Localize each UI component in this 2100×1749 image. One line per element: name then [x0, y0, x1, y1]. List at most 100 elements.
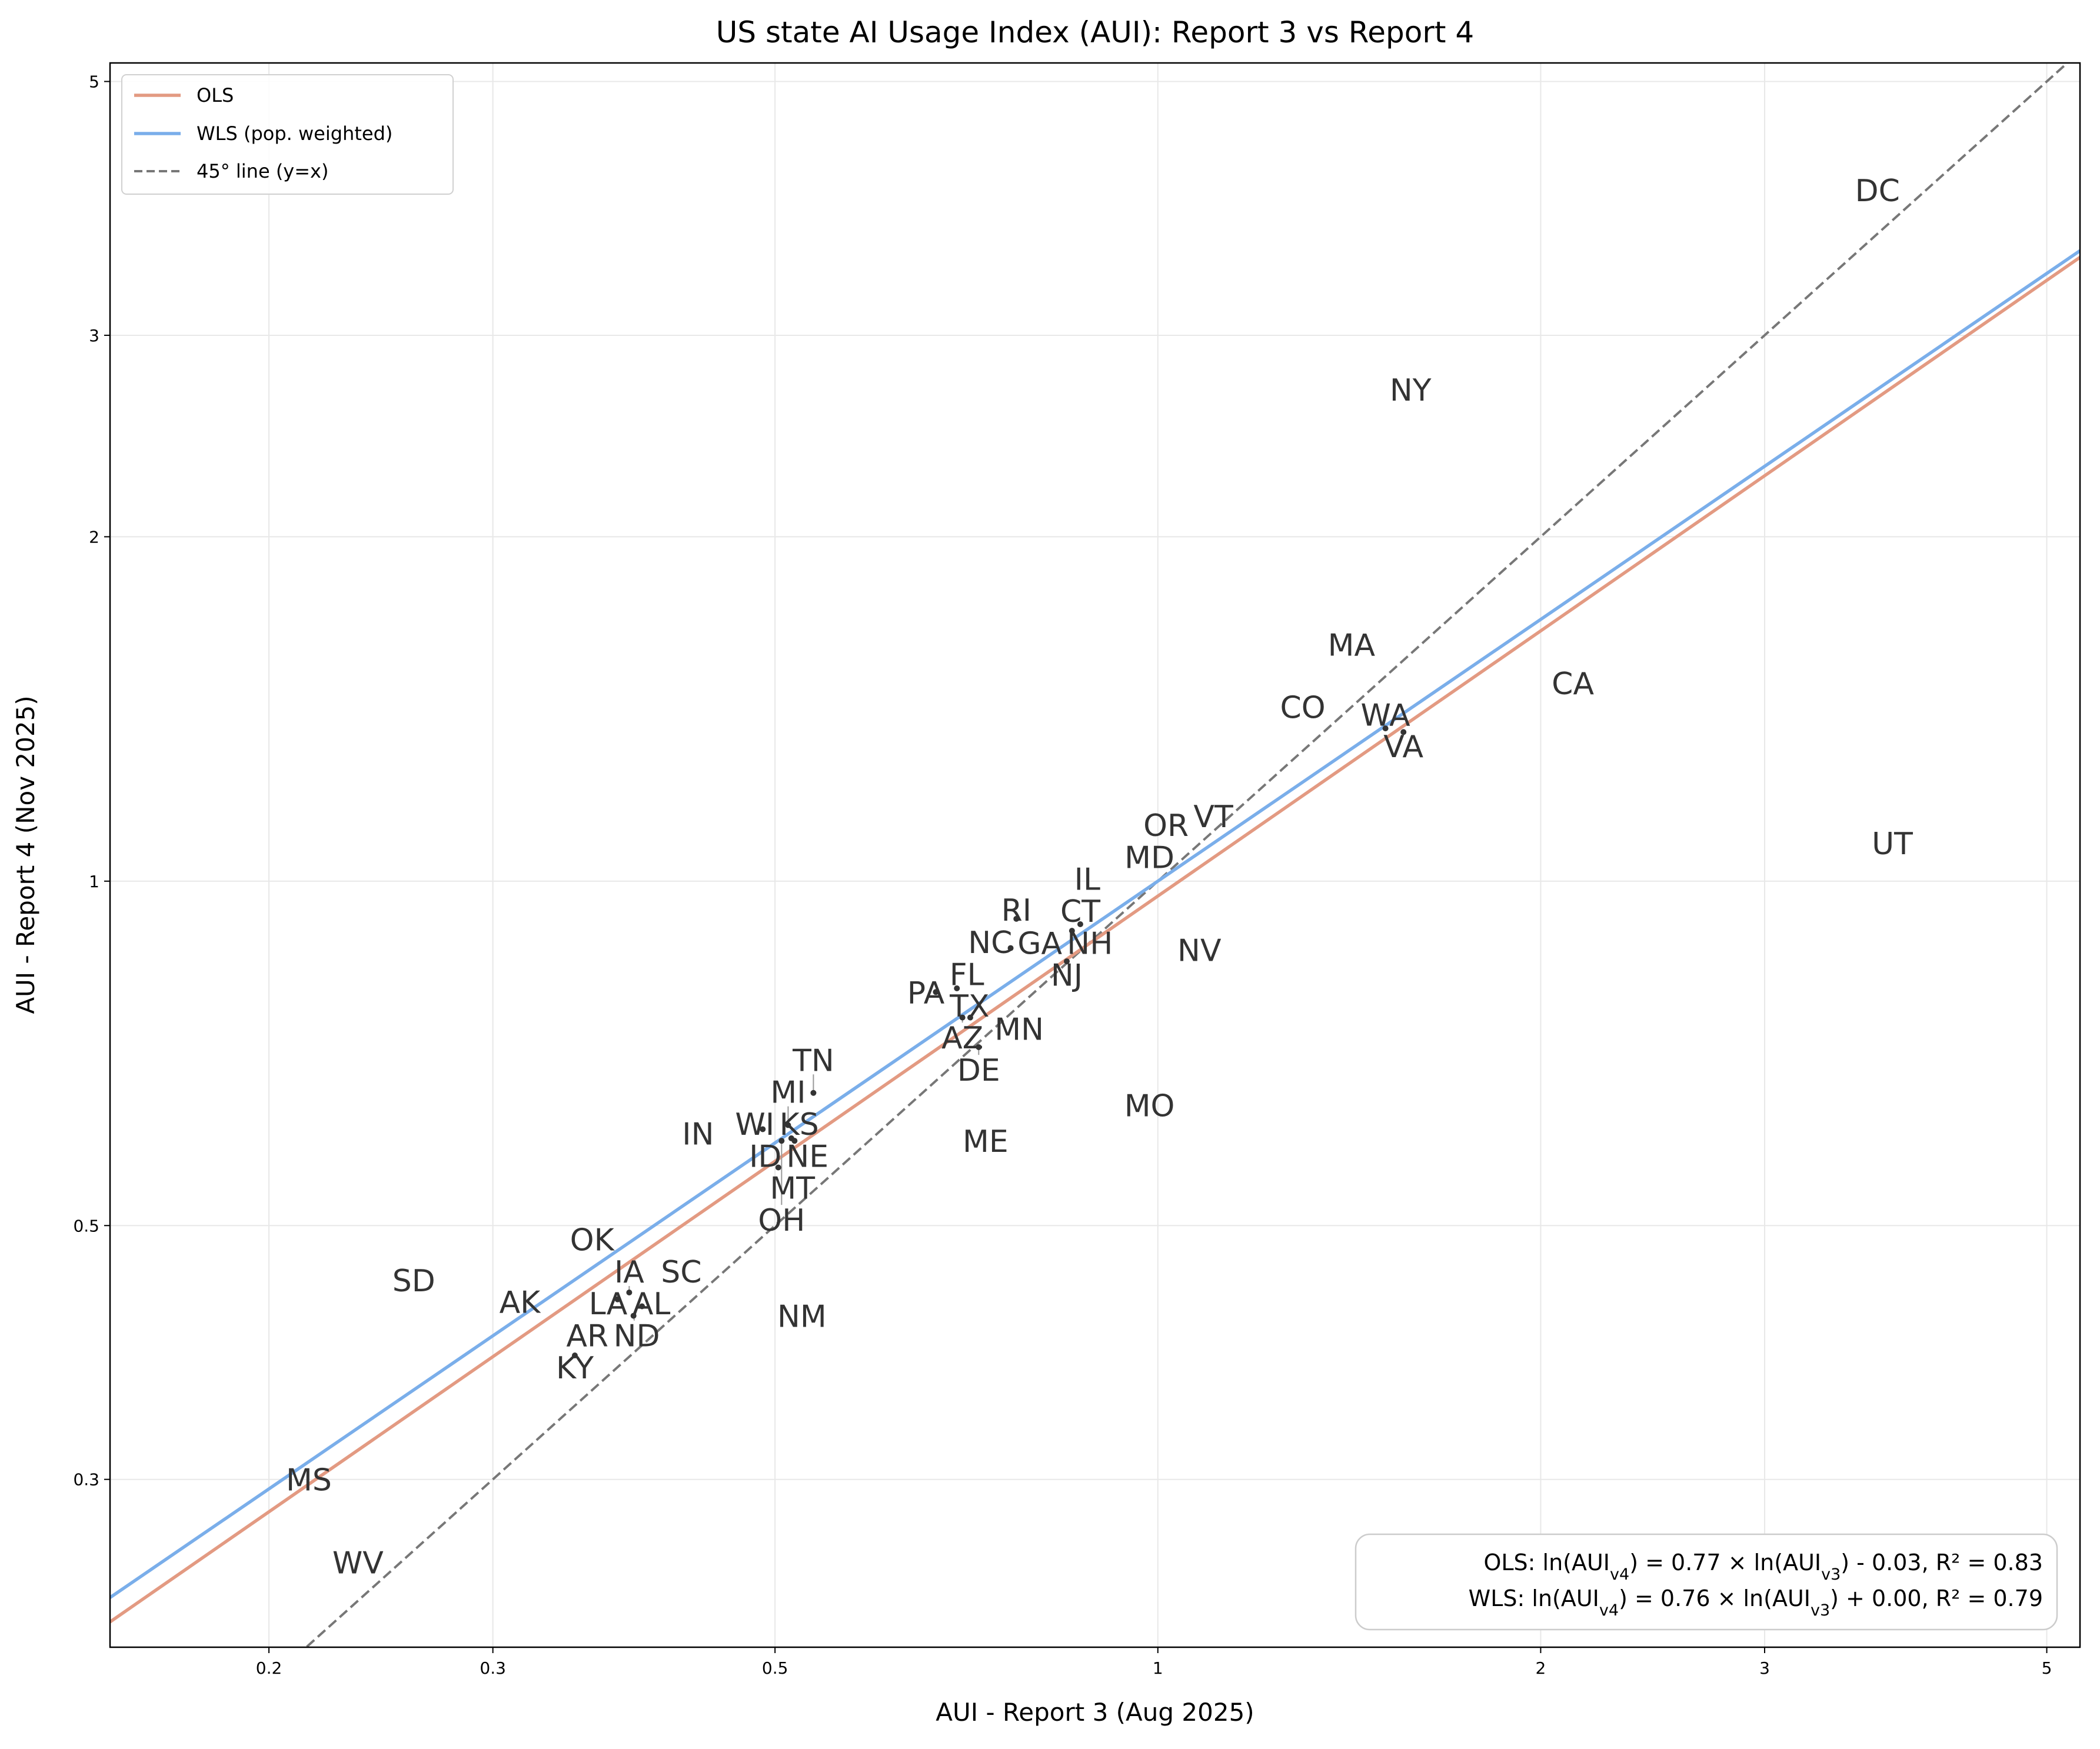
- state-label-tx: TX: [949, 989, 989, 1024]
- legend-label: 45° line (y=x): [197, 160, 328, 182]
- state-point-marker: [967, 1014, 973, 1021]
- state-point-marker: [933, 989, 939, 995]
- annotation-subscript: v4: [1610, 1565, 1629, 1584]
- state-point-marker: [1077, 921, 1083, 928]
- state-label-nd: ND: [614, 1319, 660, 1354]
- annotation-line: WLS: ln(AUIv4) = 0.76 × ln(AUIv3) + 0.00…: [1469, 1585, 2043, 1620]
- state-label-ri: RI: [1001, 893, 1031, 928]
- state-label-ar: AR: [566, 1318, 608, 1354]
- x-tick-label: 1: [1153, 1658, 1163, 1678]
- annotation-text: ) = 0.76 × ln(AUI: [1619, 1585, 1811, 1611]
- state-label-id: ID: [749, 1140, 781, 1175]
- state-point-marker: [630, 1312, 637, 1319]
- state-point-marker: [959, 1014, 966, 1021]
- state-label-mt: MT: [770, 1171, 815, 1207]
- annotation-text: ) + 0.00, R² = 0.79: [1830, 1585, 2043, 1611]
- state-label-pa: PA: [907, 975, 945, 1011]
- state-label-ky: KY: [556, 1351, 594, 1386]
- state-label-wv: WV: [332, 1545, 384, 1581]
- state-label-il: IL: [1074, 862, 1100, 898]
- state-label-nv: NV: [1177, 934, 1222, 969]
- state-label-sd: SD: [392, 1264, 435, 1299]
- state-label-la: LA: [589, 1287, 628, 1322]
- wls-line: [110, 249, 2080, 1599]
- state-point-marker: [1007, 945, 1014, 951]
- state-label-ms: MS: [286, 1463, 332, 1498]
- state-label-mo: MO: [1124, 1089, 1175, 1124]
- state-label-va: VA: [1383, 729, 1423, 765]
- y-tick-label: 3: [89, 326, 99, 345]
- state-point-marker: [1400, 729, 1407, 735]
- x-tick-label: 3: [1759, 1658, 1770, 1678]
- legend-label: WLS (pop. weighted): [197, 122, 392, 145]
- annotation-subscript: v4: [1599, 1601, 1619, 1620]
- annotation-subscript: v3: [1811, 1601, 1830, 1620]
- ticks: 0.2 0.3 0.5 1 2 3 5 0.3 0.5 1 2 3 5: [73, 72, 2052, 1678]
- state-label-nc: NC: [968, 925, 1012, 961]
- state-label-co: CO: [1280, 691, 1325, 726]
- state-label-tn: TN: [792, 1043, 834, 1078]
- state-label-dc: DC: [1855, 174, 1900, 209]
- state-point-marker: [785, 1122, 791, 1128]
- annotation-box: [1354, 1533, 2058, 1631]
- state-point-marker: [1382, 725, 1389, 732]
- y-tick-label: 0.5: [73, 1216, 99, 1235]
- state-point-marker: [775, 1164, 781, 1171]
- state-label-in: IN: [682, 1117, 714, 1152]
- state-label-ct: CT: [1060, 894, 1100, 930]
- ols-line: [110, 256, 2080, 1624]
- x-tick-label: 0.5: [762, 1658, 788, 1678]
- state-label-mn: MN: [994, 1012, 1044, 1048]
- state-label-md: MD: [1124, 841, 1174, 876]
- state-label-wa: WA: [1361, 698, 1411, 733]
- state-label-nj: NJ: [1051, 958, 1083, 994]
- state-label-ma: MA: [1328, 628, 1376, 664]
- label-leaders: [571, 725, 1407, 1358]
- state-label-vt: VT: [1193, 799, 1233, 835]
- grid: [110, 63, 2080, 1647]
- x-tick-label: 0.2: [256, 1658, 282, 1678]
- state-label-ca: CA: [1552, 667, 1594, 702]
- state-point-marker: [760, 1126, 766, 1132]
- y-tick-label: 0.3: [73, 1470, 99, 1490]
- state-label-wi: WI: [735, 1107, 774, 1142]
- state-label-ny: NY: [1390, 373, 1432, 408]
- x-axis-label: AUI - Report 3 (Aug 2025): [936, 1698, 1254, 1727]
- state-label-sc: SC: [661, 1255, 701, 1290]
- state-label-de: DE: [957, 1053, 1000, 1088]
- state-point-marker: [791, 1138, 798, 1144]
- legend-label: OLS: [197, 84, 234, 106]
- state-label-ks: KS: [780, 1107, 819, 1142]
- state-label-ia: IA: [614, 1255, 644, 1290]
- state-point-marker: [571, 1352, 578, 1358]
- x-tick-label: 5: [2042, 1658, 2052, 1678]
- y-tick-label: 2: [89, 527, 99, 547]
- y-tick-label: 1: [89, 872, 99, 891]
- x-tick-label: 2: [1536, 1658, 1546, 1678]
- state-label-ak: AK: [500, 1285, 542, 1321]
- state-point-marker: [954, 985, 960, 991]
- state-point-marker: [626, 1289, 633, 1295]
- annotation-line: OLS: ln(AUIv4) = 0.77 × ln(AUIv3) - 0.03…: [1483, 1550, 2043, 1584]
- y-tick-label: 5: [89, 72, 99, 91]
- state-point-marker: [810, 1090, 817, 1096]
- state-label-ga: GA: [1017, 926, 1062, 961]
- legend-box: [121, 74, 454, 195]
- state-label-oh: OH: [758, 1203, 805, 1238]
- plot-frame: [109, 62, 2081, 1648]
- annotation-subscript: v3: [1821, 1565, 1841, 1584]
- legend: OLS WLS (pop. weighted) 45° line (y=x): [121, 74, 454, 195]
- state-label-me: ME: [963, 1124, 1009, 1160]
- state-label-az: AZ: [941, 1021, 983, 1056]
- state-point-marker: [1064, 958, 1070, 965]
- annotation-text: WLS: ln(AUI: [1469, 1585, 1599, 1611]
- state-label-ok: OK: [570, 1222, 615, 1258]
- state-label-ne: NE: [786, 1140, 828, 1175]
- state-point-marker: [614, 1296, 621, 1302]
- annotation-text: ) = 0.77 × ln(AUI: [1629, 1550, 1821, 1575]
- chart-title: US state AI Usage Index (AUI): Report 3 …: [716, 15, 1474, 49]
- state-label-nh: NH: [1067, 927, 1113, 962]
- state-label-mi: MI: [770, 1075, 806, 1111]
